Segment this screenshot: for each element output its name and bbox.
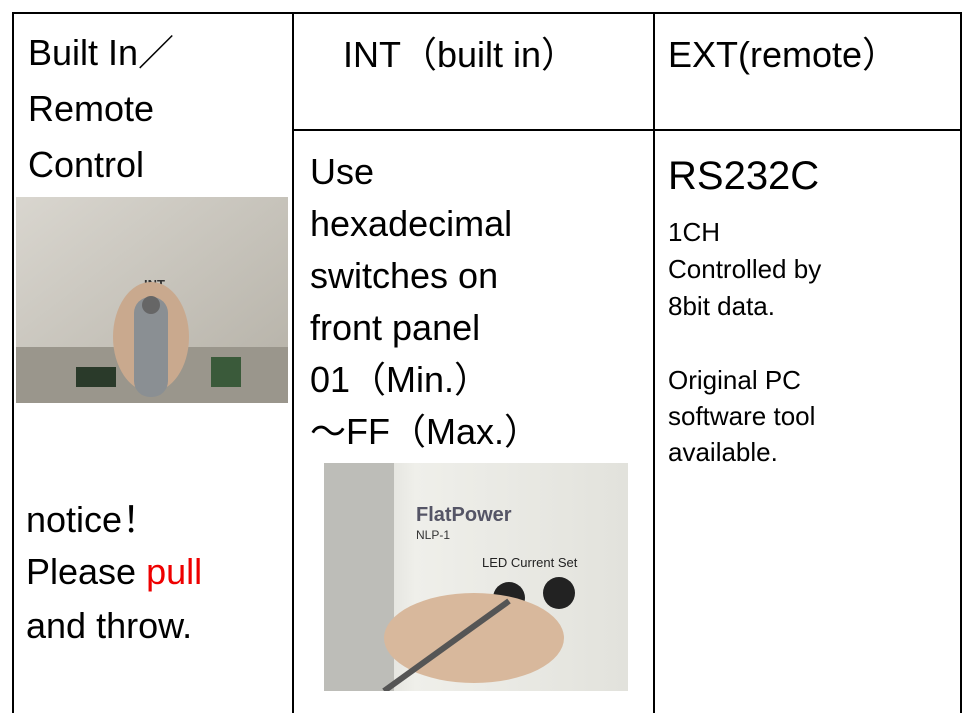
note: and throw. xyxy=(26,605,193,646)
border xyxy=(292,129,962,131)
header-line: Remote xyxy=(28,88,155,129)
border xyxy=(12,12,962,14)
column-header: EXT(remote） xyxy=(668,34,899,75)
photo-text: NLP-1 xyxy=(416,528,450,542)
border xyxy=(12,12,14,713)
border xyxy=(960,12,962,713)
ext-title: RS232C xyxy=(668,154,820,198)
text-line: Original PC xyxy=(668,365,801,395)
column-header: INT（built in） xyxy=(343,34,578,75)
text-line: front panel xyxy=(310,307,481,348)
text-line: Controlled by xyxy=(668,254,822,284)
note-highlight: pull xyxy=(146,551,203,592)
header-line: Control xyxy=(28,144,145,185)
border xyxy=(292,12,294,713)
photo-switch: INT xyxy=(16,197,288,403)
text-line: available. xyxy=(668,437,778,467)
text-line: ～FF（Max.） xyxy=(310,411,540,452)
text-line: hexadecimal xyxy=(310,203,513,244)
text-line: 1CH xyxy=(668,217,721,247)
text-line: Use xyxy=(310,151,375,192)
note: Please pull xyxy=(26,545,202,599)
header-line: Built In／ xyxy=(28,32,175,73)
note-text: Please xyxy=(26,551,137,592)
border xyxy=(653,12,655,713)
photo-text: LED Current Set xyxy=(482,555,578,570)
text-line: 01（Min.） xyxy=(310,359,491,400)
text-line: 8bit data. xyxy=(668,291,775,321)
photo-text: FlatPower xyxy=(416,504,512,526)
photo-panel: FlatPower NLP-1 LED Current Set xyxy=(324,463,628,691)
notice: notice！ xyxy=(26,499,159,540)
text-line: switches on xyxy=(310,255,499,296)
text-line: software tool xyxy=(668,401,816,431)
